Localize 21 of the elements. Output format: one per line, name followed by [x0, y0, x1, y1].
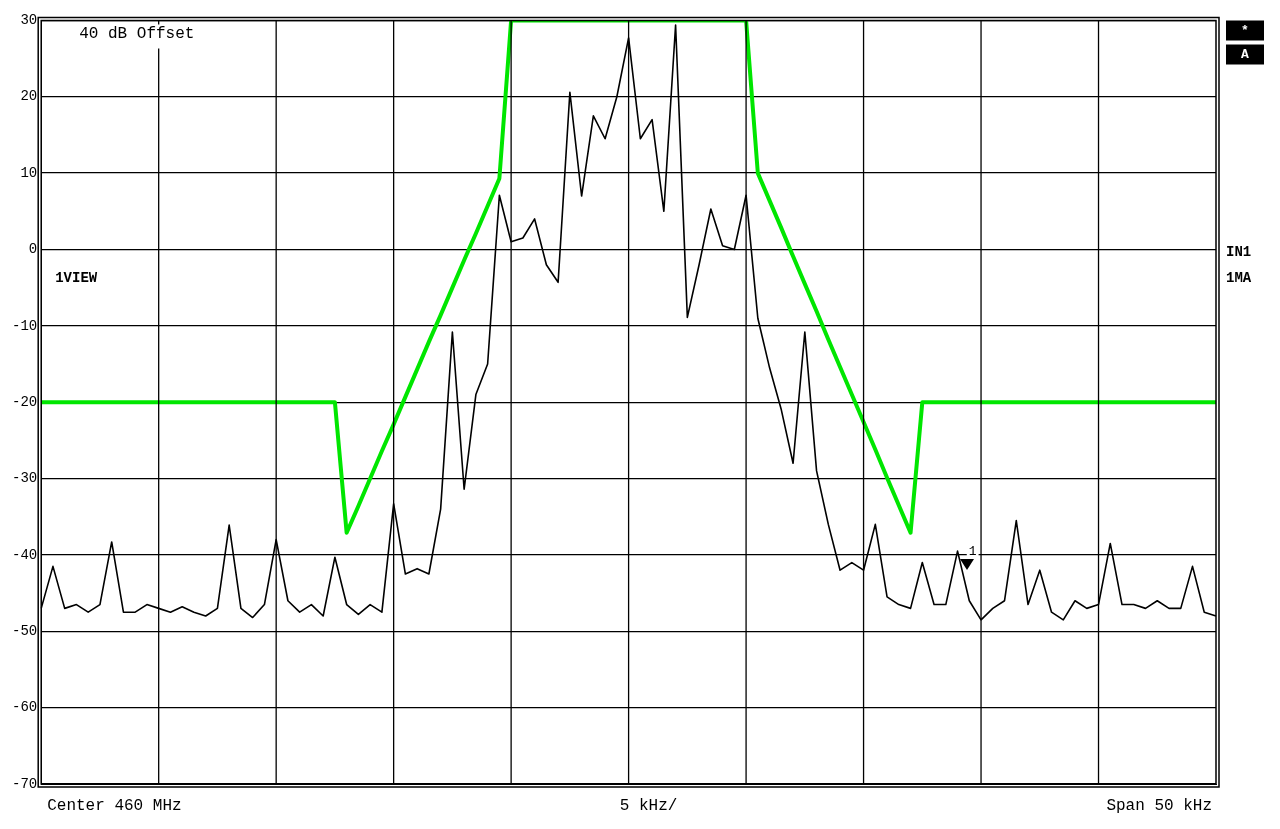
- y-tick-label: -40: [11, 546, 38, 563]
- y-tick-label: 0: [28, 241, 38, 258]
- y-tick-label: -30: [11, 470, 38, 487]
- annotation: 1VIEW: [55, 270, 98, 287]
- y-tick-label: -50: [11, 622, 38, 639]
- text: IN1: [1226, 244, 1252, 261]
- text: Span 50 kHz: [1106, 797, 1212, 815]
- y-tick-label: 20: [20, 88, 38, 105]
- text: Center 460 MHz: [47, 797, 182, 815]
- y-tick-label: -60: [11, 699, 38, 716]
- text: 5 kHz/: [619, 797, 678, 815]
- annotation: 1: [968, 543, 977, 559]
- y-tick-label: 10: [20, 164, 38, 181]
- y-tick-label: -20: [11, 393, 38, 410]
- text: 1MA: [1226, 270, 1252, 287]
- y-tick-label: 30: [20, 12, 38, 29]
- text: A: [1241, 47, 1250, 63]
- y-tick-label: -70: [11, 775, 38, 792]
- text: *: [1241, 23, 1249, 39]
- y-tick-label: -10: [11, 317, 38, 334]
- annotation: 40 dB Offset: [79, 25, 195, 44]
